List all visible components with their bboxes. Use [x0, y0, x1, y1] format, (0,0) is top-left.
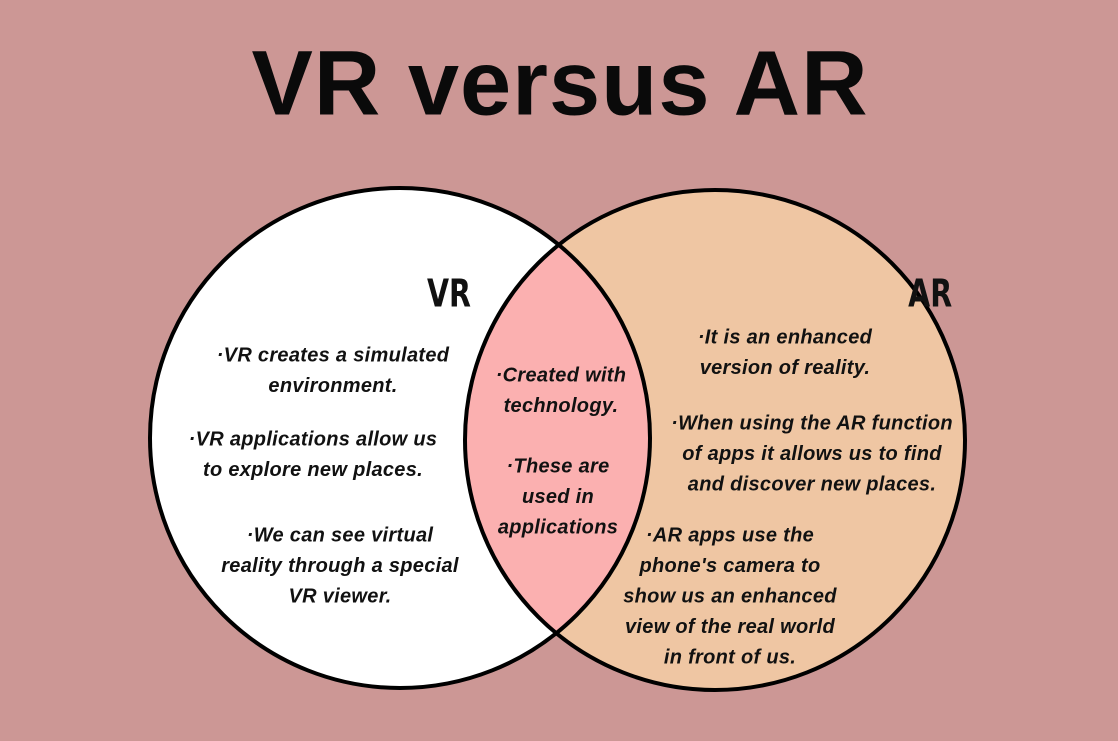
- ar-circle: [463, 188, 967, 692]
- ar-item-line: and discover new places.: [688, 473, 936, 495]
- ar-item-line: show us an enhanced: [623, 585, 837, 607]
- both-item-line: used in: [522, 486, 594, 508]
- ar-item-line: view of the real world: [625, 616, 835, 638]
- vr-item-line: ·VR applications allow us: [189, 428, 438, 450]
- both-item-line: ·Created with: [496, 364, 627, 386]
- vr-item-line: ·We can see virtual: [247, 524, 434, 546]
- vr-label: VR: [427, 272, 471, 316]
- title: VR versus AR: [251, 32, 868, 134]
- vr-item-line: VR viewer.: [288, 585, 391, 607]
- ar-item-line: phone's camera to: [638, 555, 820, 577]
- overlap-fill: [465, 190, 650, 688]
- vr-item-line: ·VR creates a simulated: [217, 344, 450, 366]
- vr-item-line: to explore new places.: [203, 459, 423, 481]
- ar-item-line: ·When using the AR function: [671, 412, 953, 434]
- ar-item-line: ·It is an enhanced: [698, 326, 873, 348]
- both-item-line: ·These are: [506, 455, 609, 477]
- ar-item-line: version of reality.: [700, 357, 871, 379]
- ar-label: AR: [908, 272, 952, 316]
- vr-item-line: reality through a special: [221, 555, 459, 577]
- both-item-line: technology.: [504, 395, 619, 417]
- ar-item-line: of apps it allows us to find: [682, 443, 942, 465]
- ar-item-line: in front of us.: [664, 646, 796, 668]
- vr-circle: [148, 186, 652, 690]
- vr-item-line: environment.: [268, 375, 397, 397]
- ar-item-line: ·AR apps use the: [646, 524, 814, 546]
- both-item-line: applications: [498, 516, 618, 538]
